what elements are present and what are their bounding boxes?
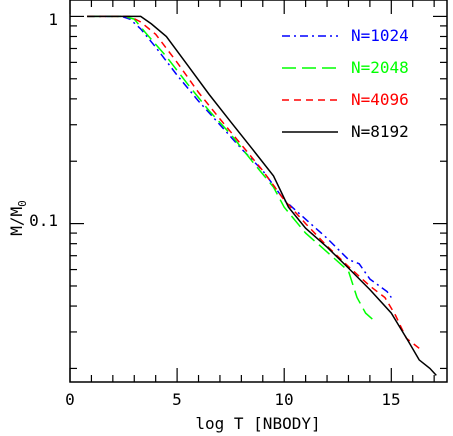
y-axis-label-subscript: 0 — [16, 200, 29, 207]
legend-label: N=2048 — [351, 58, 409, 77]
x-tick-label: 0 — [65, 390, 75, 409]
y-tick-label: 1 — [48, 10, 58, 29]
y-axis-label: M/M0 — [7, 200, 29, 236]
series-line-N=4096 — [87, 15, 420, 349]
y-tick-label: 0.1 — [29, 211, 58, 230]
legend-label: N=8192 — [351, 122, 409, 141]
legend-label: N=4096 — [351, 90, 409, 109]
x-axis-label: log T [NBODY] — [195, 414, 320, 433]
x-tick-label: 15 — [381, 390, 400, 409]
legend: N=1024 N=2048 N=4096 N=8192 — [282, 26, 409, 141]
series-line-N=1024 — [87, 15, 392, 298]
series-line-N=8192 — [87, 15, 437, 376]
y-axis-label-main: M/M — [7, 207, 26, 236]
plot-frame — [69, 0, 448, 383]
series-layer — [87, 15, 437, 376]
legend-label: N=1024 — [351, 26, 409, 45]
x-tick-label: 5 — [172, 390, 182, 409]
x-tick-label: 10 — [274, 390, 293, 409]
series-line-N=2048 — [87, 15, 375, 322]
axis-ticks — [69, 0, 447, 382]
